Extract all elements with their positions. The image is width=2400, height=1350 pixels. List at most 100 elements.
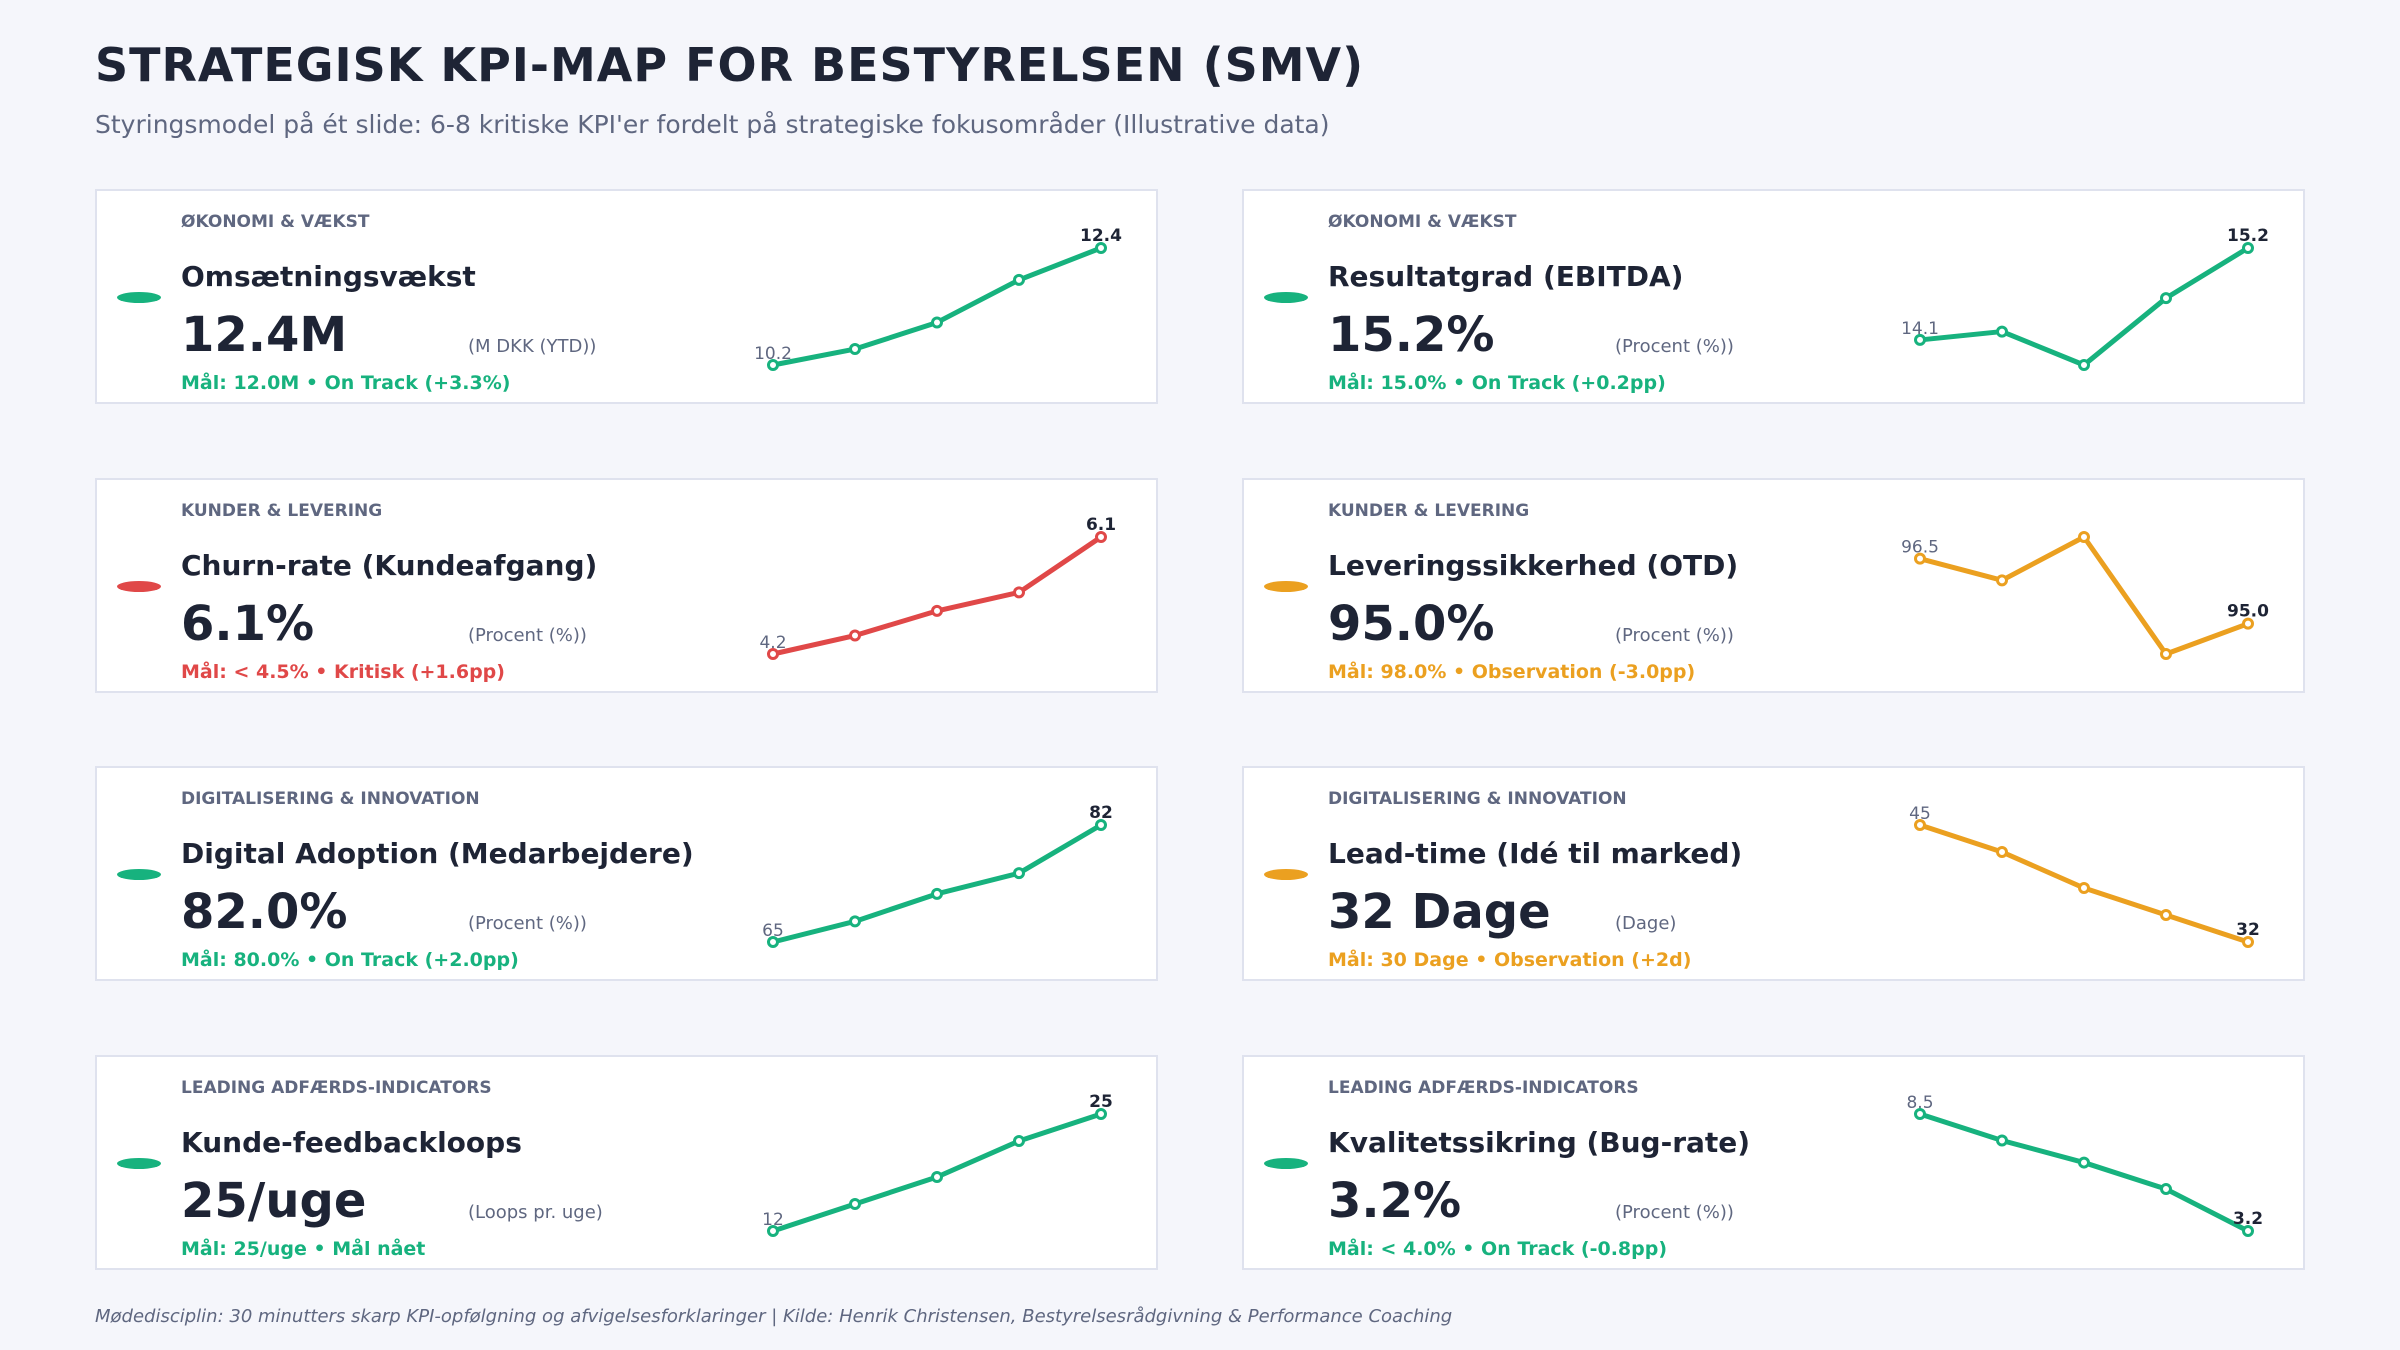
sparkline: 96.5 95.0	[1901, 531, 2269, 660]
sparkline-point	[849, 1198, 861, 1210]
sparkline-start-label: 8.5	[1906, 1093, 1933, 1113]
sparkline-point	[2160, 909, 2172, 921]
sparkline-series-line	[770, 245, 1104, 368]
sparkline-point	[767, 936, 779, 948]
kpi-name: Leveringssikkerhed (OTD)	[1328, 549, 1739, 582]
kpi-status: Mål: 30 Dage • Observation (+2d)	[1328, 949, 1692, 971]
status-dot	[1264, 581, 1308, 592]
sparkline-point	[1095, 531, 1107, 543]
kpi-unit: (Loops pr. uge)	[468, 1202, 603, 1223]
sparkline-point	[849, 629, 861, 642]
kpi-card: DIGITALISERING & INNOVATION Lead-time (Id…	[1242, 766, 2305, 981]
kpi-card: KUNDER & LEVERING Churn-rate (Kundeafgang…	[95, 478, 1158, 693]
sparkline-end-label: 95.0	[2227, 602, 2269, 622]
sparkline-start-label: 12	[762, 1210, 784, 1230]
sparkline-series-line	[1917, 534, 2251, 657]
sparkline: 14.1 15.2	[1901, 226, 2269, 371]
sparkline-start-label: 4.2	[759, 633, 786, 653]
sparkline: 10.2 12.4	[754, 226, 1122, 371]
sparkline-point	[767, 648, 779, 660]
sparkline-point	[931, 1171, 943, 1183]
sparkline-point	[2078, 531, 2090, 543]
sparkline-point	[931, 887, 943, 900]
sparkline-series-line	[1917, 245, 2251, 368]
kpi-status: Mål: 25/uge • Mål nået	[181, 1238, 426, 1260]
sparkline-start-label: 14.1	[1901, 319, 1939, 339]
status-dot	[117, 1158, 161, 1169]
sparkline-point	[1095, 1108, 1107, 1120]
sparkline-point	[2078, 359, 2090, 371]
kpi-status: Mål: < 4.0% • On Track (-0.8pp)	[1328, 1238, 1668, 1260]
status-dot	[117, 581, 161, 592]
sparkline-point	[767, 359, 779, 371]
sparkline-point	[2160, 1183, 2172, 1196]
sparkline-end-label: 32	[2236, 920, 2260, 940]
sparkline: 65 82	[762, 803, 1113, 948]
sparkline-point	[1013, 1135, 1025, 1147]
kpi-name: Churn-rate (Kundeafgang)	[181, 549, 598, 582]
sparkline-end-label: 6.1	[1086, 515, 1116, 535]
kpi-category: LEADING ADFÆRDS-INDICATORS	[181, 1078, 492, 1098]
sparkline: 12 25	[762, 1092, 1113, 1237]
sparkline-point	[1095, 819, 1107, 831]
sparkline-point	[2242, 936, 2254, 948]
sparkline-point	[849, 915, 861, 928]
sparkline-point	[931, 316, 943, 329]
kpi-category: ØKONOMI & VÆKST	[181, 212, 370, 232]
kpi-category: KUNDER & LEVERING	[1328, 501, 1530, 521]
sparkline-point	[1914, 333, 1926, 346]
kpi-unit: (Procent (%))	[1615, 1202, 1734, 1223]
kpi-value: 12.4M	[181, 307, 348, 363]
status-dot	[1264, 292, 1308, 303]
kpi-card: LEADING ADFÆRDS-INDICATORS Kunde-feedback…	[95, 1055, 1158, 1270]
status-dot	[1264, 1158, 1308, 1169]
sparkline-point	[1013, 273, 1025, 286]
kpi-value: 95.0%	[1328, 596, 1495, 652]
kpi-status: Mål: < 4.5% • Kritisk (+1.6pp)	[181, 661, 505, 683]
kpi-card: ØKONOMI & VÆKST Resultatgrad (EBITDA) 15.2…	[1242, 189, 2305, 404]
kpi-status: Mål: 80.0% • On Track (+2.0pp)	[181, 949, 519, 971]
status-dot	[1264, 869, 1308, 880]
sparkline-point	[1996, 574, 2008, 587]
sparkline-point	[2242, 242, 2254, 254]
kpi-card: DIGITALISERING & INNOVATION Digital Adopt…	[95, 766, 1158, 981]
kpi-unit: (Procent (%))	[1615, 336, 1734, 357]
kpi-value: 15.2%	[1328, 307, 1495, 363]
kpi-card: KUNDER & LEVERING Leveringssikkerhed (OTD…	[1242, 478, 2305, 693]
kpi-unit: (Dage)	[1615, 913, 1677, 934]
sparkline-point	[931, 604, 943, 617]
sparkline-point	[1095, 242, 1107, 254]
kpi-category: DIGITALISERING & INNOVATION	[1328, 789, 1627, 809]
sparkline: 45 32	[1909, 804, 2260, 948]
kpi-unit: (Procent (%))	[468, 625, 587, 646]
kpi-category: DIGITALISERING & INNOVATION	[181, 789, 480, 809]
kpi-unit: (M DKK (YTD))	[468, 336, 597, 357]
kpi-name: Digital Adoption (Medarbejdere)	[181, 837, 694, 870]
kpi-value: 3.2%	[1328, 1173, 1462, 1229]
status-dot	[117, 292, 161, 303]
kpi-value: 6.1%	[181, 596, 315, 652]
sparkline-point	[1914, 1108, 1926, 1120]
sparkline-start-label: 10.2	[754, 344, 792, 364]
sparkline-point	[1996, 1134, 2008, 1147]
sparkline-point	[1013, 867, 1025, 880]
kpi-card: ØKONOMI & VÆKST Omsætningsvækst 12.4M (M DK…	[95, 189, 1158, 404]
sparkline-start-label: 96.5	[1901, 538, 1939, 558]
sparkline-point	[849, 343, 861, 356]
sparkline-end-label: 3.2	[2233, 1209, 2263, 1229]
sparkline-series-line	[1917, 1111, 2251, 1234]
kpi-unit: (Procent (%))	[468, 913, 587, 934]
sparkline-series-line	[770, 822, 1104, 945]
page-title: STRATEGISK KPI-MAP FOR BESTYRELSEN (SMV)	[95, 38, 1365, 92]
kpi-status: Mål: 15.0% • On Track (+0.2pp)	[1328, 372, 1666, 394]
kpi-name: Lead-time (Idé til marked)	[1328, 837, 1743, 870]
sparkline-start-label: 45	[1909, 804, 1931, 824]
sparkline-point	[2242, 1225, 2254, 1237]
sparkline-end-label: 12.4	[1080, 226, 1122, 246]
kpi-name: Resultatgrad (EBITDA)	[1328, 260, 1684, 293]
kpi-category: LEADING ADFÆRDS-INDICATORS	[1328, 1078, 1639, 1098]
sparkline-point	[1914, 552, 1926, 565]
status-dot	[117, 869, 161, 880]
kpi-category: ØKONOMI & VÆKST	[1328, 212, 1517, 232]
page-footer: Mødedisciplin: 30 minutters skarp KPI-op…	[95, 1306, 1453, 1327]
